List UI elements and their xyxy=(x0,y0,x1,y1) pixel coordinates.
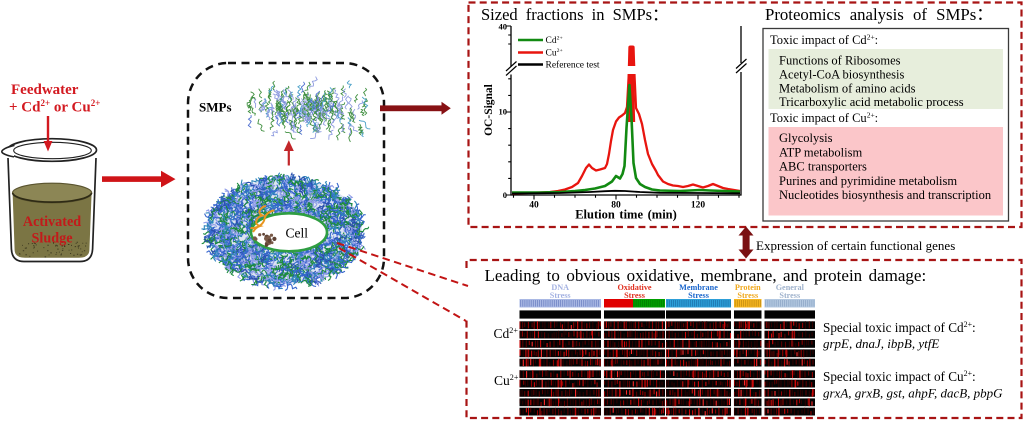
svg-text:Tricarboxylic acid metabolic p: Tricarboxylic acid metabolic process xyxy=(779,95,964,109)
svg-text:10: 10 xyxy=(499,107,508,117)
svg-text:General: General xyxy=(776,283,805,292)
svg-text:Special toxic impact of Cd2+:: Special toxic impact of Cd2+: xyxy=(823,320,976,335)
svg-text:Leading to obvious oxidative,: Leading to obvious oxidative, membrane, … xyxy=(485,266,927,285)
svg-text:Stress: Stress xyxy=(688,291,709,300)
svg-text:Oxidative: Oxidative xyxy=(617,283,651,292)
svg-text:Glycolysis: Glycolysis xyxy=(779,131,833,145)
svg-text:120: 120 xyxy=(691,201,706,211)
svg-text:Purines and pyrimidine metabol: Purines and pyrimidine metabolism xyxy=(779,174,957,188)
svg-text:Stress: Stress xyxy=(550,291,571,300)
svg-text:Functions of Ribosomes: Functions of Ribosomes xyxy=(779,54,901,68)
svg-text:Cell: Cell xyxy=(286,226,309,241)
svg-text:Cu2+: Cu2+ xyxy=(494,373,519,388)
svg-text:grxA, grxB, gst, ahpF, dacB, p: grxA, grxB, gst, ahpF, dacB, pbpG xyxy=(823,386,1003,401)
svg-text:ATP metabolism: ATP metabolism xyxy=(779,145,862,159)
svg-text:Protein: Protein xyxy=(735,283,761,292)
svg-text:ABC transporters: ABC transporters xyxy=(779,160,867,174)
svg-text:Stress: Stress xyxy=(624,291,645,300)
svg-text:Expression of certain function: Expression of certain functional genes xyxy=(756,238,955,253)
svg-text:40: 40 xyxy=(529,201,539,211)
svg-text:Activated: Activated xyxy=(23,214,81,230)
svg-text:Metabolism of amino acids: Metabolism of amino acids xyxy=(779,81,916,95)
svg-text:Sized fractions in SMPs：: Sized fractions in SMPs： xyxy=(481,5,669,24)
svg-text:Membrane: Membrane xyxy=(679,283,718,292)
svg-text:DNA: DNA xyxy=(551,283,569,292)
svg-text:Stress: Stress xyxy=(737,291,758,300)
svg-text:Toxic impact of Cu2+:: Toxic impact of Cu2+: xyxy=(770,111,878,126)
svg-text:Special toxic impact of Cu2+:: Special toxic impact of Cu2+: xyxy=(823,369,976,384)
svg-text:Reference test: Reference test xyxy=(546,60,600,71)
svg-text:Cu2+: Cu2+ xyxy=(546,48,563,58)
svg-text:Sludge: Sludge xyxy=(31,231,72,247)
svg-text:Nucleotides biosynthesis and t: Nucleotides biosynthesis and transcripti… xyxy=(779,188,992,202)
svg-text:Proteomics analysis of SMPs：: Proteomics analysis of SMPs： xyxy=(765,5,993,24)
svg-text:80: 80 xyxy=(611,201,621,211)
svg-text:Elution time (min): Elution time (min) xyxy=(575,208,677,222)
svg-text:0: 0 xyxy=(503,190,507,200)
svg-text:grpE, dnaJ, ibpB, ytfE: grpE, dnaJ, ibpB, ytfE xyxy=(823,336,939,351)
svg-text:+ Cd2+ or Cu2+: + Cd2+ or Cu2+ xyxy=(9,98,100,115)
svg-text:40: 40 xyxy=(499,22,508,32)
svg-text:Feedwater: Feedwater xyxy=(11,82,79,98)
svg-text:Acetyl-CoA biosynthesis: Acetyl-CoA biosynthesis xyxy=(779,67,904,81)
svg-text:OC-Signal: OC-Signal xyxy=(483,84,495,136)
svg-text:Cd2+: Cd2+ xyxy=(546,36,563,46)
svg-text:Toxic impact of Cd2+:: Toxic impact of Cd2+: xyxy=(770,33,878,48)
svg-text:Cd2+: Cd2+ xyxy=(494,326,519,341)
svg-text:SMPs: SMPs xyxy=(199,100,232,115)
svg-text:Stress: Stress xyxy=(779,291,800,300)
